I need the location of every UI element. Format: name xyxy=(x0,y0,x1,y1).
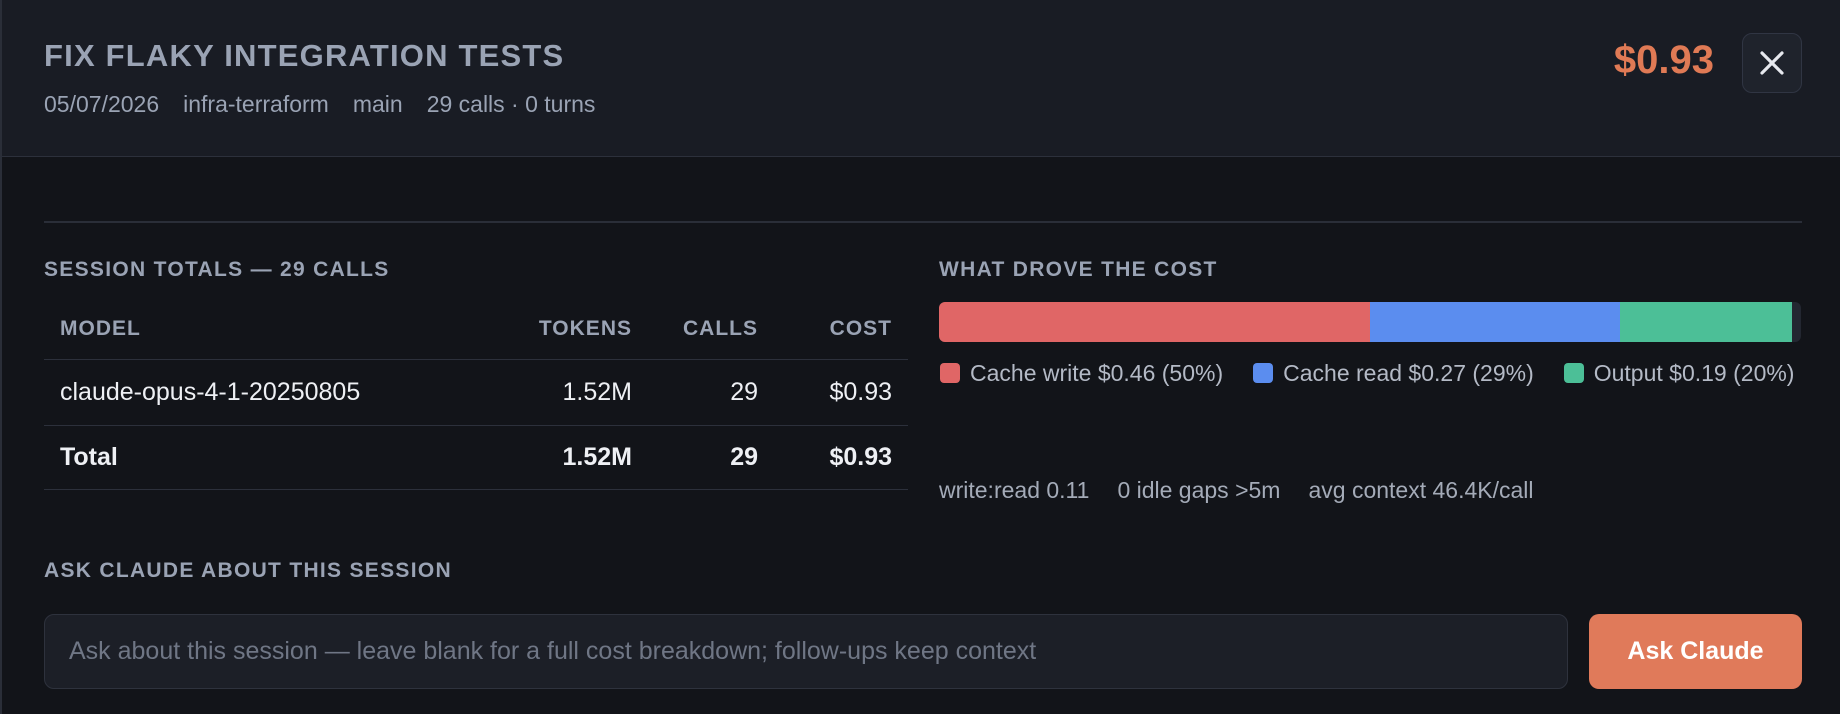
model-name: claude-opus-4-1-20250805 xyxy=(60,378,361,406)
cost-bar-segment-cache-write xyxy=(939,302,1370,342)
session-branch: main xyxy=(352,91,403,117)
table-row: claude-opus-4-1-20250805 1.52M 29 $0.93 xyxy=(44,360,908,426)
table-total-row: Total 1.52M 29 $0.93 xyxy=(44,426,908,490)
cost-breakdown-bar xyxy=(939,302,1801,342)
column-header-cost: COST xyxy=(829,316,892,340)
session-meta: 05/07/2026 infra-terraform main 29 calls… xyxy=(44,91,595,118)
ask-claude-button[interactable]: Ask Claude xyxy=(1589,614,1802,689)
model-tokens: 1.52M xyxy=(562,378,632,406)
legend-label: Cache write $0.46 (50%) xyxy=(970,359,1224,386)
cost-bar-segment-cache-read xyxy=(1370,302,1620,342)
column-header-calls: CALLS xyxy=(683,316,758,340)
legend-swatch xyxy=(1253,363,1274,383)
legend-swatch xyxy=(1563,363,1584,383)
avg-context: avg context 46.4K/call xyxy=(1308,477,1534,503)
modal-header: FIX FLAKY INTEGRATION TESTS 05/07/2026 i… xyxy=(2,0,1840,157)
total-calls: 29 xyxy=(730,443,758,471)
session-title: FIX FLAKY INTEGRATION TESTS xyxy=(44,38,565,73)
total-cost: $0.93 xyxy=(829,443,892,471)
legend-item: Output $0.19 (20%) xyxy=(1563,358,1795,388)
session-totals-label: SESSION TOTALS — 29 CALLS xyxy=(44,258,390,281)
total-label: Total xyxy=(60,443,118,471)
legend-swatch xyxy=(940,363,960,383)
session-date: 05/07/2026 xyxy=(44,91,160,117)
ask-claude-input[interactable] xyxy=(44,614,1568,689)
cost-breakdown-legend: Cache write $0.46 (50%) Cache read $0.27 … xyxy=(940,358,1800,388)
session-project: infra-terraform xyxy=(183,91,329,117)
section-divider xyxy=(44,221,1802,223)
idle-gaps: 0 idle gaps >5m xyxy=(1117,477,1281,503)
close-icon xyxy=(1760,51,1784,75)
session-calls-turns: 29 calls · 0 turns xyxy=(426,91,596,117)
column-header-model: MODEL xyxy=(60,316,141,340)
table-header-row: MODEL TOKENS CALLS COST xyxy=(44,298,908,360)
legend-item: Cache read $0.27 (29%) xyxy=(1253,358,1534,388)
session-stats: write:read 0.11 0 idle gaps >5m avg cont… xyxy=(939,477,1534,504)
legend-label: Cache read $0.27 (29%) xyxy=(1283,359,1534,386)
close-button[interactable] xyxy=(1742,33,1802,93)
ask-claude-label: ASK CLAUDE ABOUT THIS SESSION xyxy=(44,559,452,582)
session-total-cost: $0.93 xyxy=(1613,38,1714,82)
legend-item: Cache write $0.46 (50%) xyxy=(940,358,1223,388)
model-cost: $0.93 xyxy=(829,378,892,406)
column-header-tokens: TOKENS xyxy=(538,316,632,340)
legend-label: Output $0.19 (20%) xyxy=(1593,359,1795,386)
session-totals-table: MODEL TOKENS CALLS COST claude-opus-4-1-… xyxy=(44,298,908,490)
total-tokens: 1.52M xyxy=(562,443,632,471)
model-calls: 29 xyxy=(730,378,758,406)
cost-bar-segment-output xyxy=(1619,302,1793,342)
cost-drivers-label: WHAT DROVE THE COST xyxy=(939,258,1218,281)
write-read-ratio: write:read 0.11 xyxy=(939,477,1090,503)
